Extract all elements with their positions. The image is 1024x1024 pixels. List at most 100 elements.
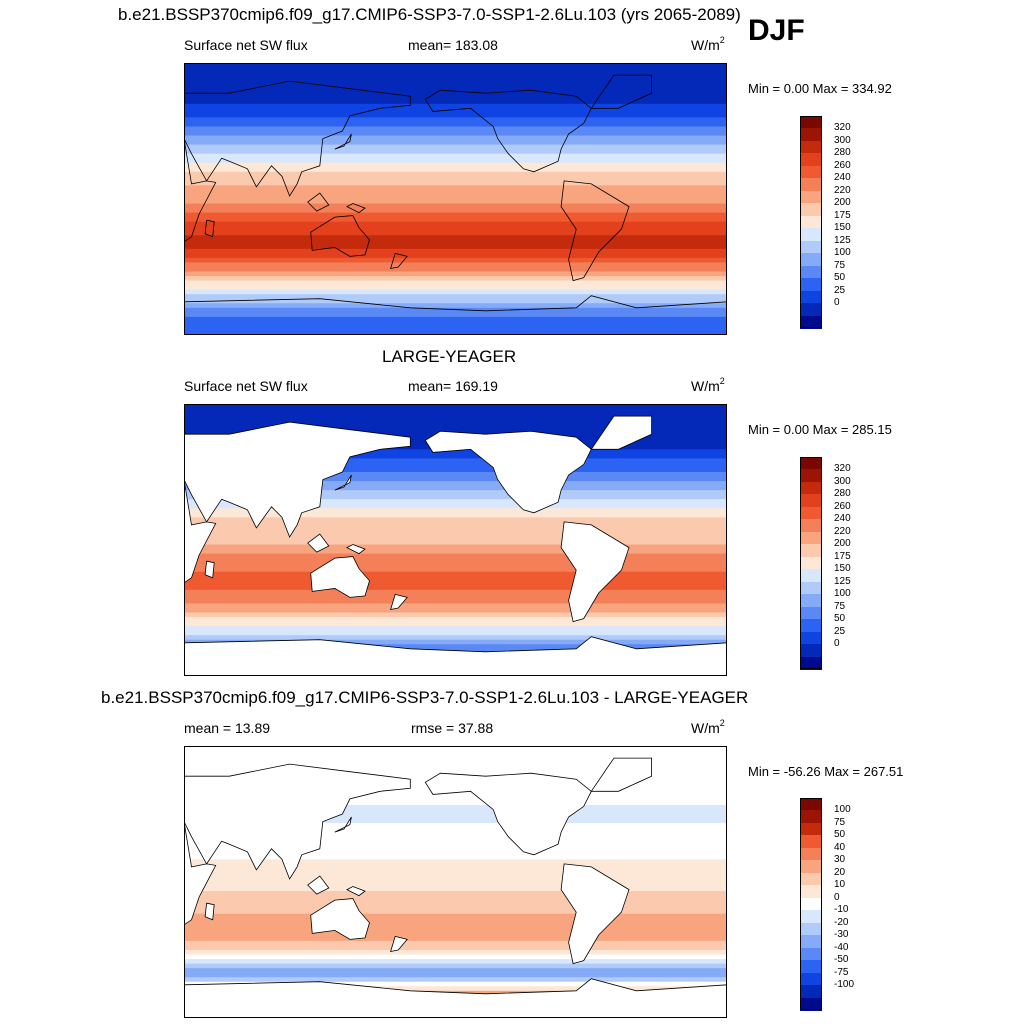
continent-outline xyxy=(590,757,653,792)
field-band xyxy=(184,135,727,141)
panel1-title: b.e21.BSSP370cmip6.f09_g17.CMIP6-SSP3-7.… xyxy=(118,5,741,24)
continent-outline xyxy=(184,636,727,676)
continent-outline xyxy=(204,560,215,579)
field-band xyxy=(184,791,727,797)
colorbar-swatch xyxy=(800,116,822,129)
colorbar-swatch xyxy=(800,619,822,633)
colorbar-tick-label: 50 xyxy=(834,613,846,625)
field-band xyxy=(184,285,727,291)
colorbar-swatch xyxy=(800,631,822,645)
colorbar-tick-label: 150 xyxy=(834,222,851,234)
panel3-map-svg xyxy=(184,746,727,1018)
colorbar-swatch xyxy=(800,985,822,999)
colorbar-swatch xyxy=(800,128,822,142)
colorbar-swatch xyxy=(800,960,822,974)
colorbar-swatch xyxy=(800,303,822,317)
field-band xyxy=(184,294,727,300)
field-band xyxy=(184,571,727,577)
field-band xyxy=(184,598,727,605)
panel2-variable-label: Surface net SW flux xyxy=(184,378,308,394)
colorbar-tick-label: 175 xyxy=(834,550,851,562)
field-band xyxy=(184,494,727,500)
colorbar-swatch xyxy=(800,798,822,811)
panel1-map xyxy=(184,63,727,335)
field-band xyxy=(184,158,727,164)
colorbar-swatch xyxy=(800,885,822,899)
field-band xyxy=(184,927,727,933)
map-frame xyxy=(184,63,727,335)
colorbar-tick-label: 75 xyxy=(834,600,846,612)
continent-outline xyxy=(346,544,366,555)
colorbar-tick-label: -75 xyxy=(834,966,849,978)
field-band xyxy=(184,900,727,906)
field-band xyxy=(184,408,727,414)
panel1-units: W/m2 xyxy=(691,35,725,53)
field-band xyxy=(184,612,727,618)
field-band xyxy=(184,977,727,983)
field-band xyxy=(184,280,727,286)
field-band xyxy=(184,981,727,987)
colorbar-swatch xyxy=(800,190,822,204)
field-band xyxy=(184,481,727,487)
field-band xyxy=(184,872,727,879)
field-band xyxy=(184,576,727,582)
colorbar-swatch xyxy=(800,606,822,620)
field-band xyxy=(184,589,727,595)
colorbar-swatch xyxy=(800,457,822,470)
field-band xyxy=(184,485,727,491)
colorbar-tick-label: 150 xyxy=(834,563,851,575)
colorbar-tick-label: -30 xyxy=(834,929,849,941)
colorbar-swatch xyxy=(800,910,822,924)
field-band xyxy=(184,512,727,518)
panel3-units: W/m2 xyxy=(691,718,725,736)
field-band xyxy=(184,131,727,137)
colorbar-swatch xyxy=(800,494,822,508)
field-band xyxy=(184,630,727,636)
continent-outline xyxy=(184,978,727,1018)
field-band xyxy=(184,490,727,496)
field-band xyxy=(184,639,727,645)
field-band xyxy=(184,476,727,482)
field-band xyxy=(184,868,727,874)
panel3-rmse-label: rmse = 37.88 xyxy=(411,720,494,736)
field-band xyxy=(184,230,727,236)
colorbar-swatch xyxy=(800,506,822,520)
field-band xyxy=(184,823,727,829)
field-band xyxy=(184,886,727,892)
field-band xyxy=(184,307,727,313)
panel1-mean-label: mean= 183.08 xyxy=(408,37,498,53)
field-band xyxy=(184,922,727,928)
field-band xyxy=(184,882,727,888)
colorbar-tick-label: -40 xyxy=(834,941,849,953)
continent-outline xyxy=(346,203,366,214)
field-band xyxy=(184,968,727,974)
continent-outline xyxy=(424,89,592,173)
colorbar-swatch xyxy=(800,228,822,242)
field-band xyxy=(184,854,727,860)
continent-outline xyxy=(346,886,366,897)
field-band xyxy=(184,257,727,264)
continent-outline xyxy=(184,421,411,538)
panel3-title: b.e21.BSSP370cmip6.f09_g17.CMIP6-SSP3-7.… xyxy=(101,688,749,707)
continent-outline xyxy=(310,556,370,598)
field-band xyxy=(184,176,727,182)
field-band xyxy=(184,841,727,847)
field-band xyxy=(184,303,727,309)
field-band xyxy=(184,81,727,87)
field-band xyxy=(184,462,727,469)
field-band xyxy=(184,449,727,455)
continent-outline xyxy=(560,180,630,282)
field-band xyxy=(184,203,727,209)
field-band xyxy=(184,325,727,332)
colorbar-tick-label: 280 xyxy=(834,488,851,500)
field-band xyxy=(184,530,727,537)
continent-outline xyxy=(334,474,352,491)
field-band xyxy=(184,271,727,277)
field-band xyxy=(184,126,727,132)
map-frame xyxy=(184,404,727,676)
colorbar-swatch xyxy=(800,240,822,254)
field-band xyxy=(184,199,727,205)
field-band xyxy=(184,809,727,815)
map-frame xyxy=(184,746,727,1018)
colorbar-tick-label: 320 xyxy=(834,463,851,475)
